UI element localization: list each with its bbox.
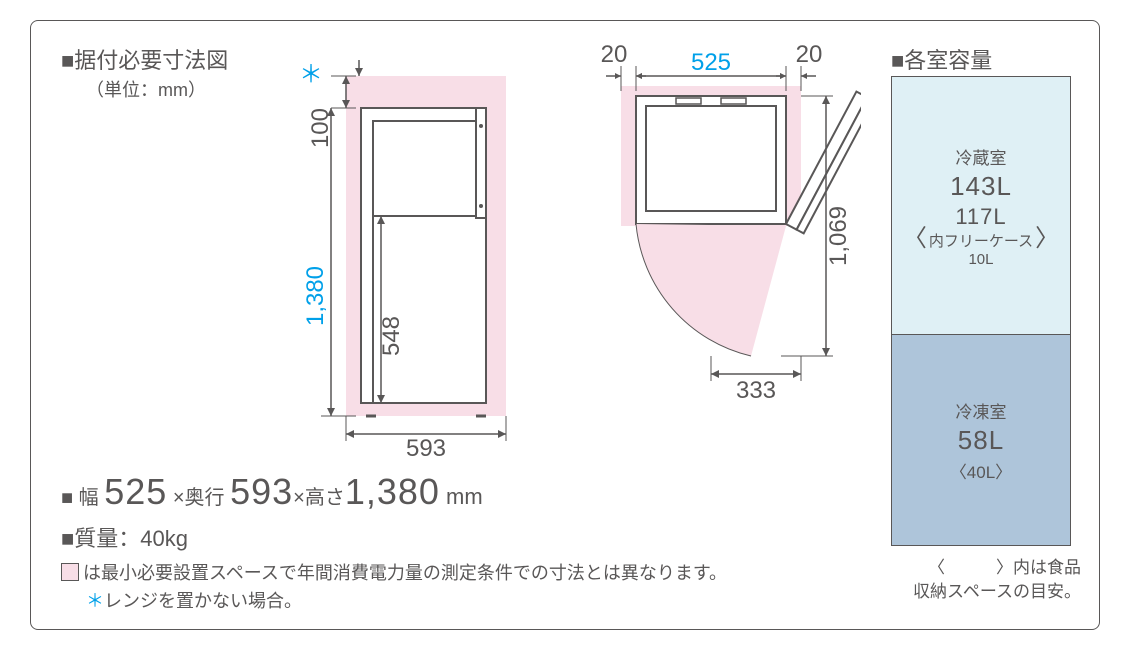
dimensions-summary: ■ 幅 525 ×奥行 593×高さ1,380 mm [61,471,483,513]
dim-gap-right: 20 [796,41,823,68]
freezer-label: 冷凍室 [956,398,1007,423]
footnote-2: ＊レンジを置かない場合。 [86,587,302,613]
asterisk-mark: ＊ [299,61,323,88]
diagram-frame: ■据付必要寸法図 （単位：mm） 100 ＊ 1,380 [30,20,1100,630]
fridge-main: 143L [950,171,1012,202]
fridge-sub1: 117L [955,204,1006,230]
capacity-note: 〈 〉内は食品 収納スペースの目安。 [886,556,1081,604]
dims-d: 593 [230,471,293,512]
dim-depth: 593 [406,435,446,456]
freezer-sub: 〈40L〉 [950,458,1012,483]
dims-mid2: ×高さ [293,487,345,509]
capacity-title: ■各室容量 [891,43,992,75]
dims-h: 1,380 [345,471,440,512]
dims-prefix: ■ 幅 [61,487,104,509]
dims-unit: mm [440,484,483,509]
footnote-1: は最小必要設置スペースで年間消費電力量の測定条件での寸法とは異なります。 [61,559,727,585]
fridge-sub3: 10L [968,251,993,268]
fridge-label: 冷蔵室 [956,144,1007,169]
dimension-diagrams: 100 ＊ 1,380 548 593 [281,36,861,456]
capacity-lower: 冷凍室 58L 〈40L〉 [892,334,1070,545]
title-main: ■据付必要寸法図 [61,43,228,75]
footnote-1-text: は最小必要設置スペースで年間消費電力量の測定条件での寸法とは異なります。 [83,559,727,585]
unit-label: （単位：mm） [86,76,206,102]
dim-gap-left: 20 [601,41,628,68]
footnote-2-text: レンジを置かない場合。 [104,591,302,611]
dim-door-w: 333 [736,377,776,404]
dim-swing-depth: 1,069 [825,206,852,266]
footnote-asterisk: ＊ [86,591,104,611]
capacity-note-l2: 収納スペースの目安。 [913,582,1081,601]
clearance-swatch [61,563,79,581]
mass-label: ■質量：40kg [61,521,188,553]
dims-mid1: ×奥行 [167,487,230,509]
capacity-note-l1: 〈 〉内は食品 [928,558,1081,577]
dims-w: 525 [104,471,167,512]
dim-height: 1,380 [302,266,329,326]
freezer-main: 58L [958,425,1004,456]
dim-width: 525 [691,49,731,76]
fridge-sub2: 内フリーケース [929,230,1033,251]
dim-hinge: 548 [378,316,405,356]
capacity-box: 冷蔵室 143L 〈 117L 内フリーケース 10L 〉 冷凍室 58L 〈4… [891,76,1071,546]
capacity-upper: 冷蔵室 143L 〈 117L 内フリーケース 10L 〉 [892,77,1070,334]
